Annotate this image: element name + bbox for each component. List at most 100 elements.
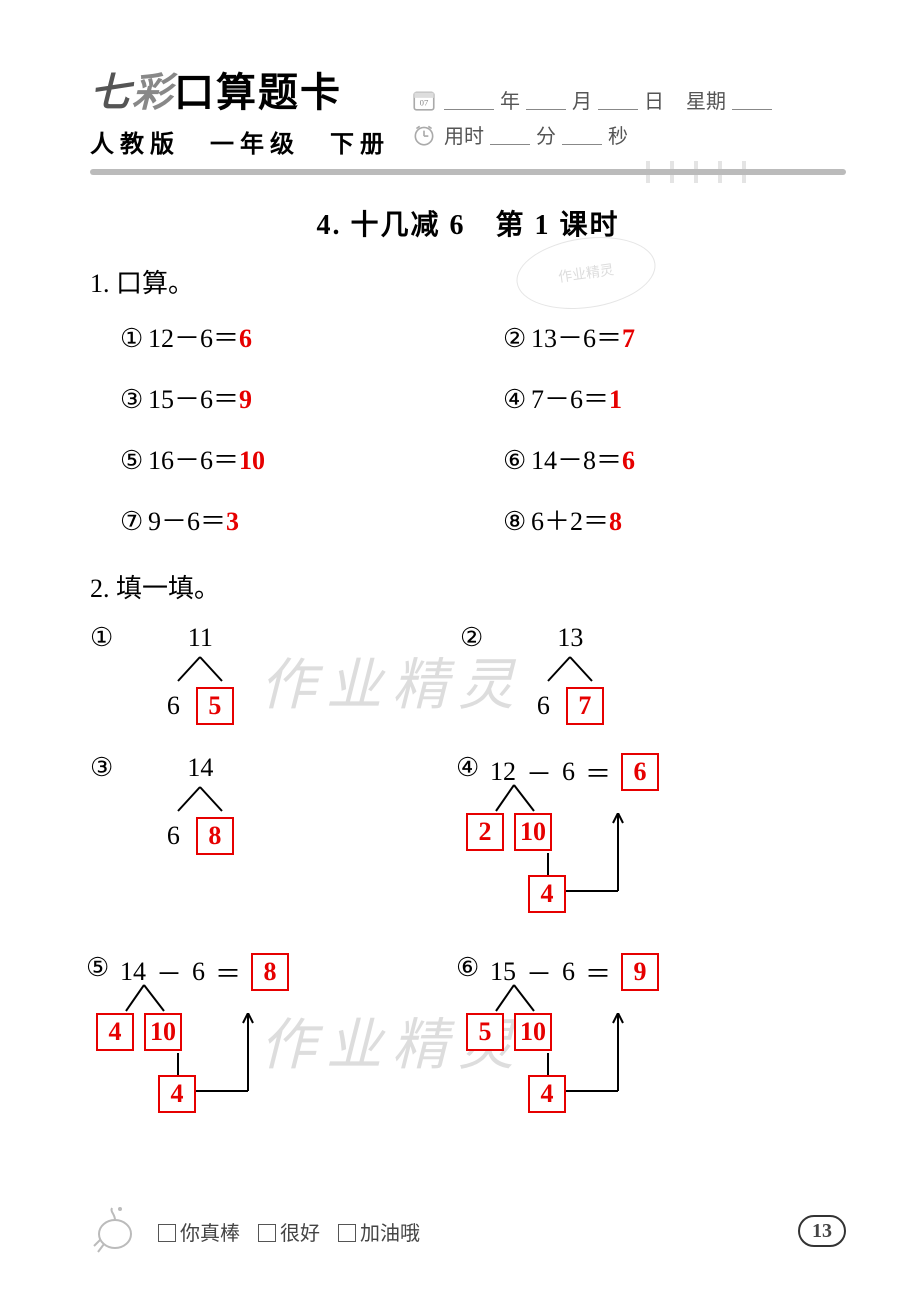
q2-item-2: ② 13 67: [460, 623, 645, 725]
item-answer: 6: [622, 446, 635, 475]
label-year: 年: [500, 85, 520, 114]
q1-item: ⑧6＋2＝8: [503, 501, 846, 538]
time-row: 用时 分 秒: [410, 120, 846, 149]
split-lines-icon: [490, 783, 560, 813]
item-num: ⑥: [503, 446, 531, 476]
date-row: 07 年 月 日 星期: [410, 85, 846, 114]
blank-weekday[interactable]: [732, 90, 772, 110]
item-num: ②: [503, 324, 531, 354]
split-left: 6: [537, 691, 550, 721]
item-num: ⑧: [503, 507, 531, 537]
label-min: 分: [536, 120, 556, 149]
below-row: 4: [528, 875, 566, 913]
answer-box: 4: [96, 1013, 134, 1051]
q2-item-6: ⑥ 15 － 6 ＝ 9 5 10 4: [460, 953, 780, 1123]
item-answer: 9: [239, 385, 252, 414]
header-rule: [90, 169, 846, 175]
item-expr: 14－8＝: [531, 446, 622, 475]
subtitle: 人教版 一年级 下册: [90, 124, 390, 159]
calendar-icon: 07: [410, 86, 438, 114]
item-num: ④: [503, 385, 531, 415]
label-sec: 秒: [608, 120, 628, 149]
q2-item-1: ① 11 65: [90, 623, 275, 725]
item-answer: 7: [622, 324, 635, 353]
answer-box: 2: [466, 813, 504, 851]
item-num: ③: [120, 385, 148, 415]
equals-sign: ＝: [585, 954, 611, 991]
equals-sign: ＝: [215, 954, 241, 991]
svg-text:07: 07: [420, 97, 429, 107]
split-lines-icon: [530, 655, 610, 683]
rating-label: 加油哦: [360, 1223, 420, 1245]
q1-item: ⑥14－8＝6: [503, 440, 846, 477]
mascot-icon: [90, 1206, 140, 1256]
q1-grid: ①12－6＝6 ②13－6＝7 ③15－6＝9 ④7－6＝1 ⑤16－6＝10 …: [90, 318, 846, 538]
rating-label: 你真棒: [180, 1223, 240, 1245]
worksheet-footer: 你真棒 很好 加油哦 13: [90, 1206, 846, 1256]
item-num: ⑤: [120, 446, 148, 476]
item-expr: 7－6＝: [531, 385, 609, 414]
eq-b: 6: [562, 957, 575, 987]
title-main: 七彩口算题卡: [90, 60, 390, 118]
split-lines-icon: [120, 983, 190, 1013]
blank-year[interactable]: [444, 90, 494, 110]
answer-box: 5: [466, 1013, 504, 1051]
blank-month[interactable]: [526, 90, 566, 110]
rating-checkbox[interactable]: 加油哦: [338, 1217, 420, 1246]
worksheet-header: 七彩口算题卡 人教版 一年级 下册 07 年 月 日 星期 用时 分 秒: [90, 60, 846, 159]
blank-min[interactable]: [490, 125, 530, 145]
answer-box: 4: [158, 1075, 196, 1113]
q2-item-3: ③ 14 68: [90, 753, 275, 855]
title-rest: 口算题卡: [174, 70, 342, 115]
rating-checkbox[interactable]: 你真棒: [158, 1217, 240, 1246]
item-expr: 12－6＝: [148, 324, 239, 353]
eq-b: 6: [562, 757, 575, 787]
answer-box: 4: [528, 1075, 566, 1113]
answer-box: 8: [251, 953, 289, 991]
label-month: 月: [572, 85, 592, 114]
split-lines-icon: [490, 983, 560, 1013]
q1-head: 1. 口算。: [90, 263, 846, 300]
q2-area: ① 11 65 ② 13 67 ③ 14 68: [90, 623, 846, 1213]
split-left: 6: [167, 821, 180, 851]
item-num: ⑦: [120, 507, 148, 537]
q2-item-4: ④ 12 － 6 ＝ 6 2 10 4: [460, 753, 780, 923]
answer-box: 5: [196, 687, 234, 725]
split-top: 11: [125, 623, 275, 653]
title-block: 七彩口算题卡 人教版 一年级 下册: [90, 60, 390, 159]
q1-item: ②13－6＝7: [503, 318, 846, 355]
item-answer: 10: [239, 446, 265, 475]
item-expr: 16－6＝: [148, 446, 239, 475]
q1-item: ①12－6＝6: [120, 318, 463, 355]
label-day: 日: [644, 85, 664, 114]
blank-day[interactable]: [598, 90, 638, 110]
split-top: 14: [125, 753, 275, 783]
item-answer: 3: [226, 507, 239, 536]
label-time-prefix: 用时: [444, 120, 484, 149]
title-qi: 七: [90, 70, 132, 115]
q2-item-5: ⑤ 14 － 6 ＝ 8 4 10 4: [90, 953, 410, 1123]
q1-item: ⑤16－6＝10: [120, 440, 463, 477]
page-number: 13: [798, 1215, 846, 1247]
split-left: 6: [167, 691, 180, 721]
title-cai: 彩: [132, 70, 174, 115]
item-num: ②: [460, 623, 483, 652]
item-expr: 13－6＝: [531, 324, 622, 353]
q1-item: ④7－6＝1: [503, 379, 846, 416]
below-row: 4: [528, 1075, 566, 1113]
item-expr: 15－6＝: [148, 385, 239, 414]
clock-icon: [410, 121, 438, 149]
answer-box: 8: [196, 817, 234, 855]
rating-label: 很好: [280, 1223, 320, 1245]
blank-sec[interactable]: [562, 125, 602, 145]
item-num: ①: [90, 623, 113, 652]
item-answer: 8: [609, 507, 622, 536]
q2-head: 2. 填一填。: [90, 568, 846, 605]
item-num: ①: [120, 324, 148, 354]
rating-checkbox[interactable]: 很好: [258, 1217, 320, 1246]
item-expr: 6＋2＝: [531, 507, 609, 536]
answer-box: 9: [621, 953, 659, 991]
answer-box: 4: [528, 875, 566, 913]
date-block: 07 年 月 日 星期 用时 分 秒: [410, 85, 846, 159]
eq-b: 6: [192, 957, 205, 987]
